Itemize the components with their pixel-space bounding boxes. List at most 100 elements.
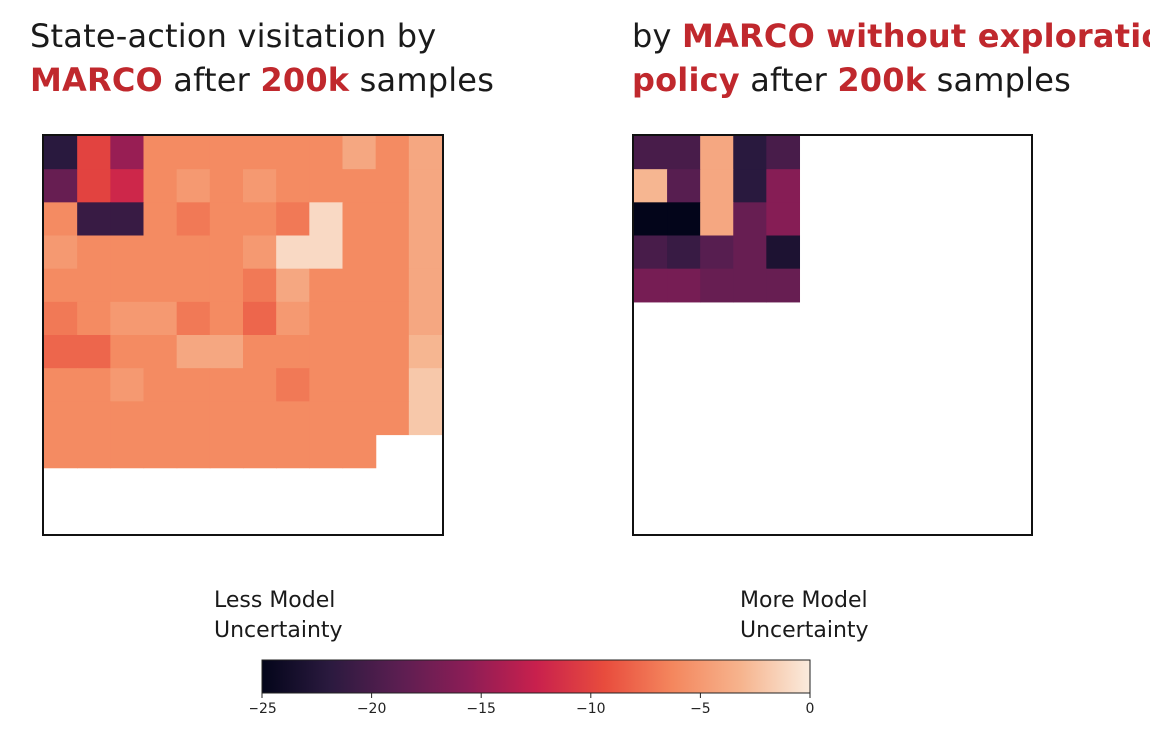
- right-title-by: by: [632, 17, 683, 55]
- marco-cell-r8-c0: [44, 401, 78, 436]
- marco-no-exploration-cell-r4-c1: [667, 268, 701, 303]
- marco-cell-r1-c7: [276, 169, 310, 203]
- marco-cell-r8-c2: [110, 401, 145, 436]
- marco-cell-r0-c1: [77, 136, 111, 170]
- marco-cell-r5-c4: [176, 301, 211, 336]
- marco-cell-r8-c3: [143, 401, 178, 436]
- marco-cell-r3-c4: [176, 235, 211, 270]
- marco-no-exploration-cell-r0-c4: [766, 136, 801, 170]
- marco-no-exploration-cell-r2-c0: [634, 202, 668, 237]
- heatmap-marco-no-exploration: [632, 134, 1033, 536]
- marco-cell-r9-c3: [143, 434, 178, 469]
- marco-cell-r4-c10: [375, 268, 410, 303]
- marco-cell-r7-c0: [44, 368, 78, 402]
- colorbar-tick-label: −10: [576, 701, 606, 717]
- marco-cell-r5-c9: [342, 301, 377, 336]
- marco-no-exploration-cell-r3-c1: [667, 235, 701, 270]
- marco-cell-r7-c9: [342, 368, 377, 402]
- marco-cell-r0-c4: [176, 136, 211, 170]
- marco-cell-r3-c1: [77, 235, 111, 270]
- marco-cell-r5-c10: [375, 301, 410, 336]
- marco-cell-r2-c8: [309, 202, 344, 237]
- marco-no-exploration-cell-r2-c4: [766, 202, 801, 237]
- marco-cell-r9-c6: [243, 434, 277, 469]
- marco-cell-r0-c3: [143, 136, 178, 170]
- colorbar-label-more-line-2: Uncertainty: [740, 618, 869, 643]
- marco-cell-r9-c7: [276, 434, 310, 469]
- heatmap-marco-no-exploration-svg: [634, 136, 801, 303]
- colorbar-label-less-line-2: Uncertainty: [214, 618, 343, 643]
- marco-cell-r4-c7: [276, 268, 310, 303]
- marco-cell-r6-c8: [309, 335, 344, 369]
- colorbar: −25 −20 −15 −10 −5 0: [250, 659, 814, 717]
- right-title-line-2: policy after 200k samples: [632, 58, 1150, 102]
- right-chart-title: by MARCO without exploration policy afte…: [632, 14, 1150, 102]
- marco-cell-r9-c9: [342, 434, 377, 469]
- marco-no-exploration-cell-r0-c2: [700, 136, 734, 170]
- marco-cell-r1-c11: [408, 169, 442, 203]
- marco-no-exploration-cell-r0-c1: [667, 136, 701, 170]
- right-title-sample-count: 200k: [837, 61, 927, 99]
- marco-cell-r2-c11: [408, 202, 442, 237]
- marco-cell-r5-c3: [143, 301, 178, 336]
- left-title-sample-count: 200k: [260, 61, 350, 99]
- marco-no-exploration-cell-r1-c1: [667, 169, 701, 203]
- marco-no-exploration-cell-r3-c2: [700, 235, 734, 270]
- marco-no-exploration-cell-r1-c4: [766, 169, 801, 203]
- marco-cell-r1-c1: [77, 169, 111, 203]
- left-title-line-1: State-action visitation by: [30, 17, 437, 55]
- marco-cell-r6-c6: [243, 335, 277, 369]
- marco-cell-r4-c1: [77, 268, 111, 303]
- marco-cell-r1-c8: [309, 169, 344, 203]
- colorbar-tick-label: −5: [690, 701, 711, 717]
- marco-cell-r0-c0: [44, 136, 78, 170]
- marco-cell-r5-c7: [276, 301, 310, 336]
- marco-cell-r7-c11: [408, 368, 442, 402]
- marco-cell-r7-c1: [77, 368, 111, 402]
- right-title-after: after: [739, 61, 838, 99]
- marco-cell-r8-c7: [276, 401, 310, 436]
- marco-cell-r5-c8: [309, 301, 344, 336]
- marco-cell-r0-c8: [309, 136, 344, 170]
- marco-cell-r8-c5: [209, 401, 244, 436]
- marco-no-exploration-cell-r1-c2: [700, 169, 734, 203]
- marco-cell-r8-c10: [375, 401, 410, 436]
- marco-cell-r4-c2: [110, 268, 145, 303]
- colorbar-gradient: [261, 659, 811, 694]
- marco-cell-r4-c3: [143, 268, 178, 303]
- marco-cell-r2-c6: [243, 202, 277, 237]
- left-title-samples: samples: [349, 61, 495, 99]
- marco-no-exploration-cell-r1-c3: [733, 169, 767, 203]
- marco-cell-r7-c5: [209, 368, 244, 402]
- marco-cell-r7-c6: [243, 368, 277, 402]
- marco-no-exploration-cell-r4-c4: [766, 268, 801, 303]
- marco-no-exploration-cell-r2-c1: [667, 202, 701, 237]
- marco-cell-r7-c4: [176, 368, 211, 402]
- marco-cell-r6-c3: [143, 335, 178, 369]
- colorbar-ticks: −25 −20 −15 −10 −5 0: [250, 693, 814, 717]
- marco-cell-r2-c3: [143, 202, 178, 237]
- marco-cell-r2-c5: [209, 202, 244, 237]
- marco-cell-r1-c4: [176, 169, 211, 203]
- marco-cell-r9-c2: [110, 434, 145, 469]
- marco-cell-r9-c5: [209, 434, 244, 469]
- left-title-after: after: [162, 61, 261, 99]
- marco-cell-r3-c11: [408, 235, 442, 270]
- heatmap-marco-svg: [44, 136, 442, 469]
- marco-cell-r5-c2: [110, 301, 145, 336]
- marco-cell-r7-c2: [110, 368, 145, 402]
- marco-cell-r4-c11: [408, 268, 442, 303]
- marco-cell-r0-c10: [375, 136, 410, 170]
- colorbar-tick-label: −15: [466, 701, 496, 717]
- left-title-line-2: MARCO after 200k samples: [30, 58, 494, 102]
- marco-cell-r1-c10: [375, 169, 410, 203]
- colorbar-label-less-uncertainty: Less Model Uncertainty: [214, 586, 343, 646]
- marco-cell-r6-c0: [44, 335, 78, 369]
- marco-cell-r1-c3: [143, 169, 178, 203]
- marco-cell-r9-c4: [176, 434, 211, 469]
- marco-cell-r7-c8: [309, 368, 344, 402]
- marco-cell-r3-c9: [342, 235, 377, 270]
- marco-no-exploration-cell-r1-c0: [634, 169, 668, 203]
- marco-cell-r2-c4: [176, 202, 211, 237]
- right-title-line-1: by MARCO without exploration: [632, 14, 1150, 58]
